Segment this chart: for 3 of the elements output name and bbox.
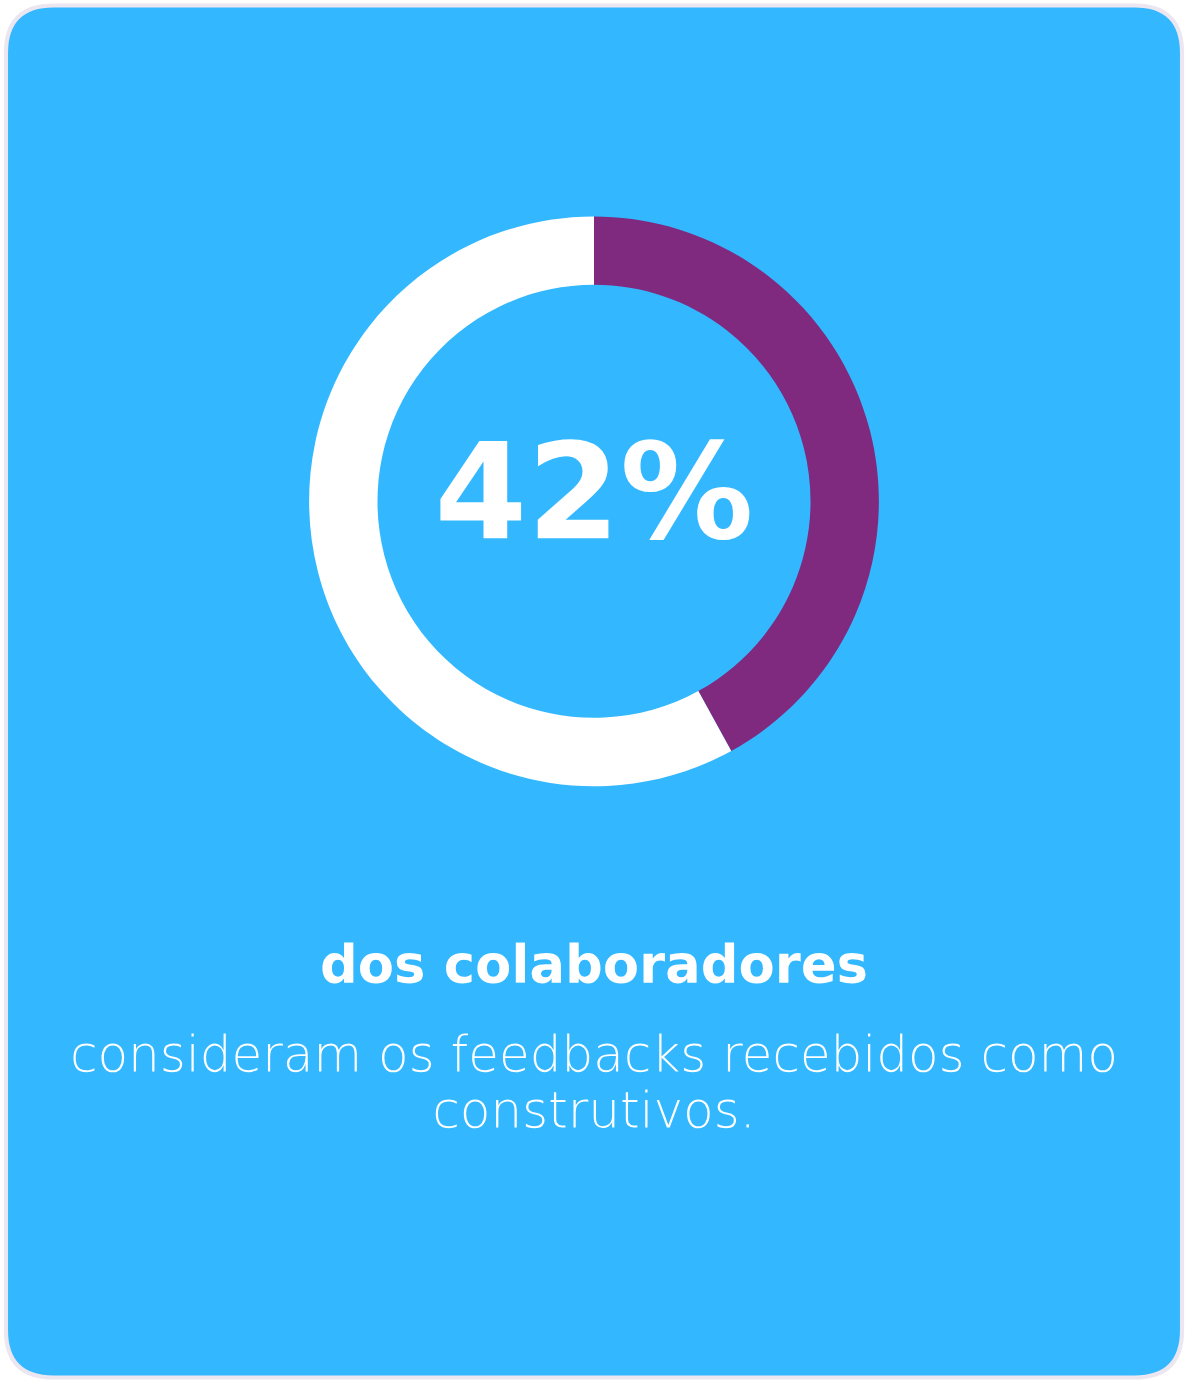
text: consideram os feedbacks recebidos como construtivos. bbox=[73, 1033, 1114, 1129]
text: dos colaboradores bbox=[322, 942, 866, 984]
data-label: 42% bbox=[440, 439, 750, 541]
